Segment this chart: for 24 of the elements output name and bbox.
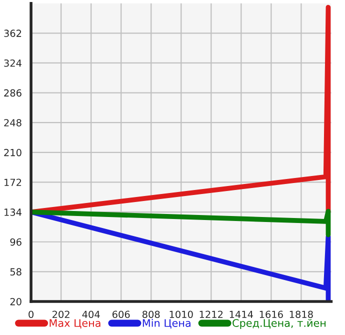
x-tick-label: 808 <box>142 310 160 318</box>
y-tick-label: 248 <box>4 119 22 126</box>
y-tick-label: 172 <box>4 178 22 186</box>
y-tick-label: 324 <box>4 59 22 67</box>
y-tick-label: 286 <box>4 89 22 97</box>
x-tick-label: 606 <box>112 310 130 318</box>
x-tick-label: 0 <box>28 310 34 318</box>
y-tick-label: 134 <box>4 208 22 216</box>
x-tick-label: 1414 <box>230 310 253 318</box>
y-tick-label: 58 <box>10 268 22 276</box>
legend-label: Сред.Цена, т.йен <box>232 318 326 329</box>
y-tick-label: 96 <box>10 238 22 246</box>
y-tick-label: 20 <box>10 298 22 306</box>
y-tick-label: 210 <box>4 148 22 156</box>
line-series <box>31 208 331 238</box>
x-tick-label: 404 <box>82 310 100 318</box>
x-tick-label: 1616 <box>260 310 283 318</box>
legend-label: Max Цена <box>50 319 100 328</box>
x-tick-label: 1212 <box>200 310 223 318</box>
y-tick-label: 362 <box>4 30 22 37</box>
legend-label: Min Цена <box>142 318 190 328</box>
x-tick-label: 1010 <box>170 310 193 318</box>
x-tick-label: 1818 <box>290 310 313 318</box>
x-tick-label: 202 <box>52 310 70 318</box>
